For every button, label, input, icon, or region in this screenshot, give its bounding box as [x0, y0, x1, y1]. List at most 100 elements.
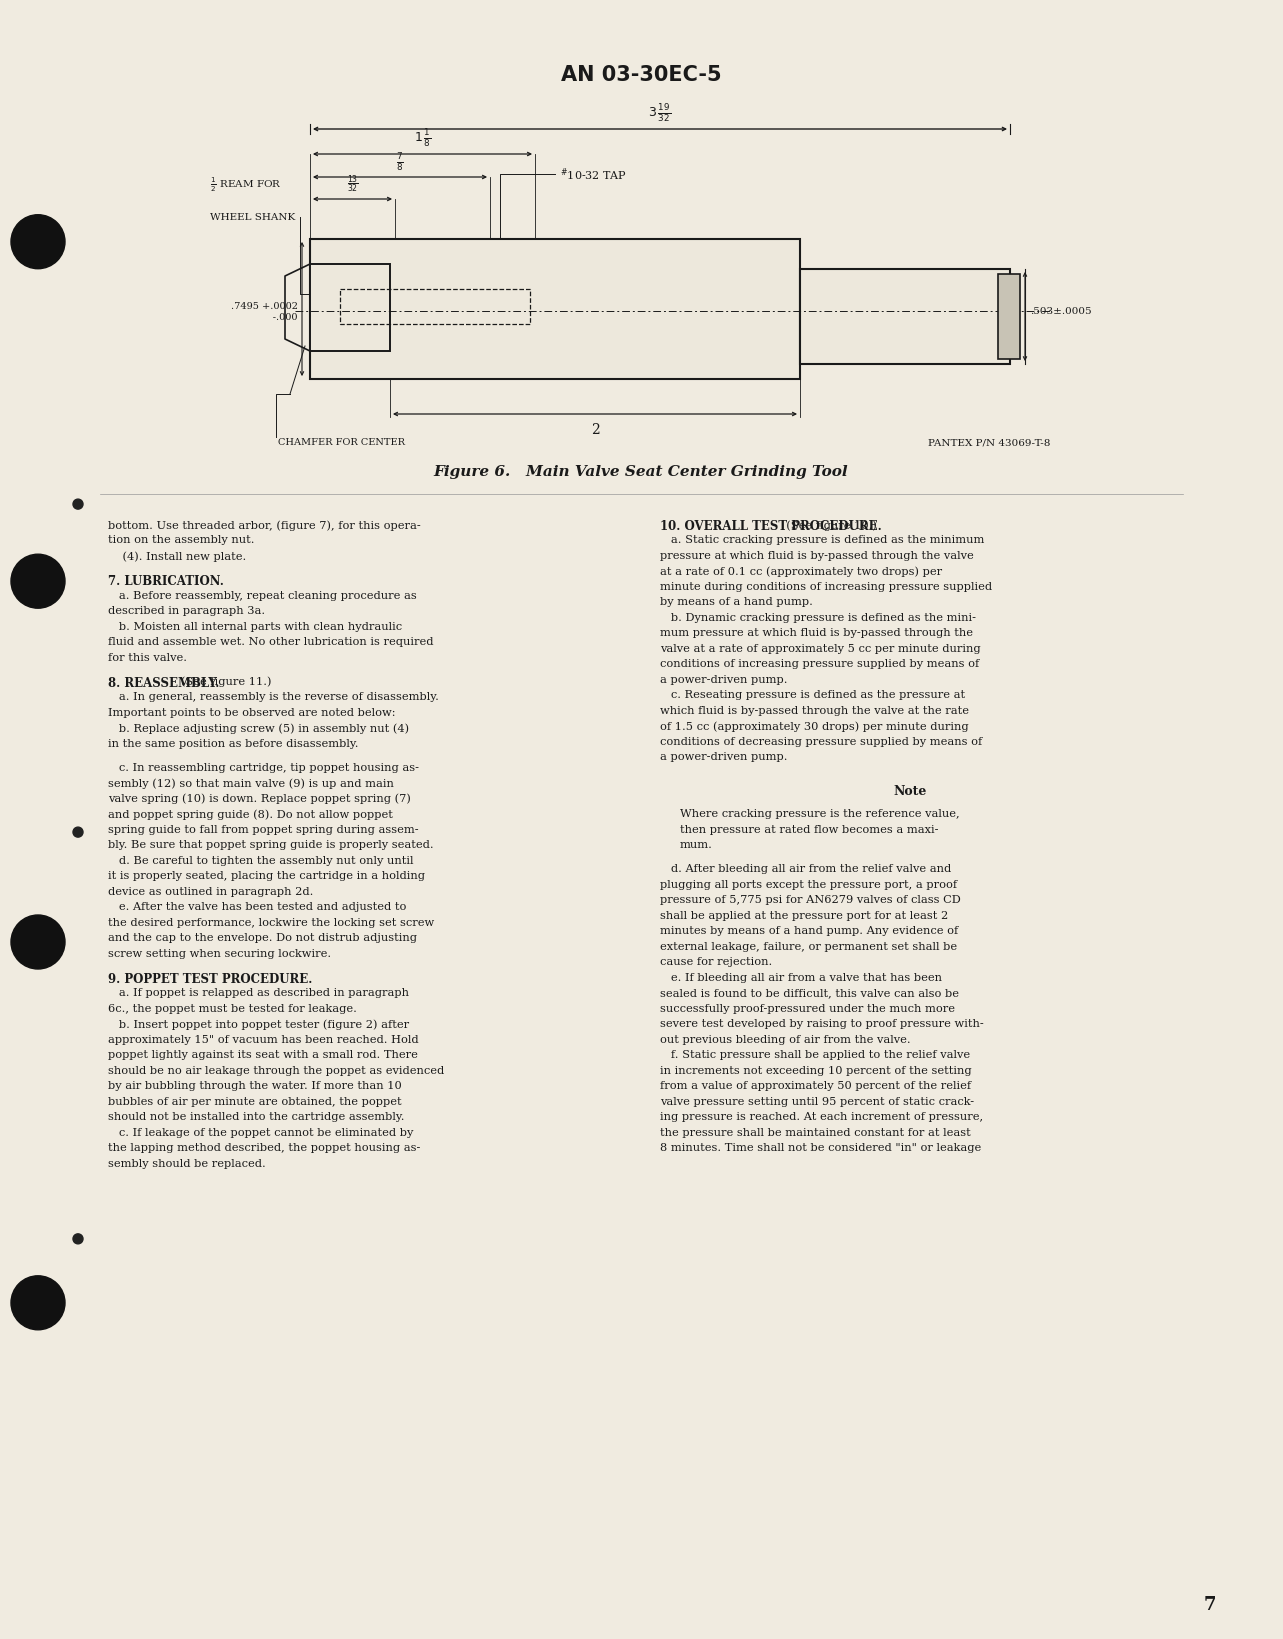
Text: PANTEX P/N 43069-T-8: PANTEX P/N 43069-T-8: [928, 438, 1049, 447]
Text: tion on the assembly nut.: tion on the assembly nut.: [108, 536, 254, 546]
Text: plugging all ports except the pressure port, a proof: plugging all ports except the pressure p…: [659, 879, 957, 888]
Text: (See figure 10.): (See figure 10.): [779, 520, 878, 531]
Text: the desired performance, lockwire the locking set screw: the desired performance, lockwire the lo…: [108, 916, 434, 928]
Text: at a rate of 0.1 cc (approximately two drops) per: at a rate of 0.1 cc (approximately two d…: [659, 565, 942, 577]
Text: a power-driven pump.: a power-driven pump.: [659, 675, 788, 685]
Text: fluid and assemble wet. No other lubrication is required: fluid and assemble wet. No other lubrica…: [108, 636, 434, 647]
Text: from a value of approximately 50 percent of the relief: from a value of approximately 50 percent…: [659, 1080, 971, 1090]
Text: external leakage, failure, or permanent set shall be: external leakage, failure, or permanent …: [659, 941, 957, 951]
Circle shape: [73, 828, 83, 838]
Text: a. In general, reassembly is the reverse of disassembly.: a. In general, reassembly is the reverse…: [108, 692, 439, 701]
Text: 8. REASSEMBLY.: 8. REASSEMBLY.: [108, 677, 219, 688]
Text: $1\,\frac{1}{8}$: $1\,\frac{1}{8}$: [413, 126, 431, 149]
Text: successfully proof-pressured under the much more: successfully proof-pressured under the m…: [659, 1003, 955, 1013]
Text: of 1.5 cc (approximately 30 drops) per minute during: of 1.5 cc (approximately 30 drops) per m…: [659, 721, 969, 731]
Text: Note: Note: [893, 785, 926, 798]
Text: minutes by means of a hand pump. Any evidence of: minutes by means of a hand pump. Any evi…: [659, 926, 958, 936]
Text: valve pressure setting until 95 percent of static crack-: valve pressure setting until 95 percent …: [659, 1096, 974, 1106]
Text: should not be installed into the cartridge assembly.: should not be installed into the cartrid…: [108, 1111, 404, 1121]
Text: by means of a hand pump.: by means of a hand pump.: [659, 597, 813, 606]
Text: b. Insert poppet into poppet tester (figure 2) after: b. Insert poppet into poppet tester (fig…: [108, 1018, 409, 1029]
Text: .437 +.0002
       -.000: .437 +.0002 -.000: [434, 298, 495, 318]
Text: sembly (12) so that main valve (9) is up and main: sembly (12) so that main valve (9) is up…: [108, 777, 394, 788]
Text: b. Replace adjusting screw (5) in assembly nut (4): b. Replace adjusting screw (5) in assemb…: [108, 723, 409, 733]
Text: d. Be careful to tighten the assembly nut only until: d. Be careful to tighten the assembly nu…: [108, 856, 413, 865]
Text: valve at a rate of approximately 5 cc per minute during: valve at a rate of approximately 5 cc pe…: [659, 644, 980, 654]
Text: $\frac{13}{32}$: $\frac{13}{32}$: [346, 174, 358, 195]
Text: and poppet spring guide (8). Do not allow poppet: and poppet spring guide (8). Do not allo…: [108, 808, 393, 820]
Text: c. Reseating pressure is defined as the pressure at: c. Reseating pressure is defined as the …: [659, 690, 965, 700]
Text: bottom. Use threaded arbor, (figure 7), for this opera-: bottom. Use threaded arbor, (figure 7), …: [108, 520, 421, 531]
Text: should be no air leakage through the poppet as evidenced: should be no air leakage through the pop…: [108, 1065, 444, 1075]
Text: CHAMFER FOR CENTER: CHAMFER FOR CENTER: [278, 438, 405, 447]
Text: a power-driven pump.: a power-driven pump.: [659, 752, 788, 762]
Text: 9. POPPET TEST PROCEDURE.: 9. POPPET TEST PROCEDURE.: [108, 972, 312, 985]
Text: out previous bleeding of air from the valve.: out previous bleeding of air from the va…: [659, 1034, 911, 1044]
Text: d. After bleeding all air from the relief valve and: d. After bleeding all air from the relie…: [659, 864, 951, 874]
Text: the pressure shall be maintained constant for at least: the pressure shall be maintained constan…: [659, 1128, 971, 1137]
Text: (4). Install new plate.: (4). Install new plate.: [108, 551, 246, 561]
Text: mum pressure at which fluid is by-passed through the: mum pressure at which fluid is by-passed…: [659, 628, 973, 638]
Text: the lapping method described, the poppet housing as-: the lapping method described, the poppet…: [108, 1142, 421, 1152]
Text: a. Before reassembly, repeat cleaning procedure as: a. Before reassembly, repeat cleaning pr…: [108, 590, 417, 600]
Text: in increments not exceeding 10 percent of the setting: in increments not exceeding 10 percent o…: [659, 1065, 971, 1075]
Circle shape: [12, 916, 65, 969]
Text: pressure at which fluid is by-passed through the valve: pressure at which fluid is by-passed thr…: [659, 551, 974, 561]
Text: for this valve.: for this valve.: [108, 652, 187, 662]
Circle shape: [12, 216, 65, 269]
Text: Figure 6.   Main Valve Seat Center Grinding Tool: Figure 6. Main Valve Seat Center Grindin…: [434, 465, 848, 479]
Bar: [310, 239, 801, 380]
Text: cause for rejection.: cause for rejection.: [659, 957, 772, 967]
Text: f. Static pressure shall be applied to the relief valve: f. Static pressure shall be applied to t…: [659, 1049, 970, 1059]
Text: 6c., the poppet must be tested for leakage.: 6c., the poppet must be tested for leaka…: [108, 1003, 357, 1013]
Text: minute during conditions of increasing pressure supplied: minute during conditions of increasing p…: [659, 582, 992, 592]
Text: screw setting when securing lockwire.: screw setting when securing lockwire.: [108, 947, 331, 957]
Text: 7. LUBRICATION.: 7. LUBRICATION.: [108, 575, 223, 588]
Circle shape: [12, 556, 65, 608]
Bar: [310, 266, 390, 352]
Text: b. Dynamic cracking pressure is defined as the mini-: b. Dynamic cracking pressure is defined …: [659, 613, 976, 623]
Text: ing pressure is reached. At each increment of pressure,: ing pressure is reached. At each increme…: [659, 1111, 983, 1121]
Text: 10. OVERALL TEST PROCEDURE.: 10. OVERALL TEST PROCEDURE.: [659, 520, 881, 533]
Text: $\frac{1}{2}$ REAM FOR: $\frac{1}{2}$ REAM FOR: [210, 175, 282, 193]
Text: device as outlined in paragraph 2d.: device as outlined in paragraph 2d.: [108, 887, 313, 897]
Text: shall be applied at the pressure port for at least 2: shall be applied at the pressure port fo…: [659, 910, 948, 919]
Circle shape: [73, 500, 83, 510]
Text: Important points to be observed are noted below:: Important points to be observed are note…: [108, 706, 395, 718]
Text: and the cap to the envelope. Do not distrub adjusting: and the cap to the envelope. Do not dist…: [108, 933, 417, 942]
Bar: [340, 290, 530, 325]
Text: mum.: mum.: [680, 839, 713, 849]
Text: WHEEL SHANK: WHEEL SHANK: [210, 213, 295, 223]
Circle shape: [73, 1234, 83, 1244]
Text: c. In reassembling cartridge, tip poppet housing as-: c. In reassembling cartridge, tip poppet…: [108, 762, 420, 772]
Text: 7: 7: [1203, 1595, 1216, 1613]
Bar: [801, 270, 1010, 365]
Text: valve spring (10) is down. Replace poppet spring (7): valve spring (10) is down. Replace poppe…: [108, 793, 411, 803]
Text: bubbles of air per minute are obtained, the poppet: bubbles of air per minute are obtained, …: [108, 1096, 402, 1106]
Text: conditions of decreasing pressure supplied by means of: conditions of decreasing pressure suppli…: [659, 736, 983, 746]
Text: sealed is found to be difficult, this valve can also be: sealed is found to be difficult, this va…: [659, 987, 958, 998]
Text: which fluid is by-passed through the valve at the rate: which fluid is by-passed through the val…: [659, 705, 969, 716]
Text: then pressure at rated flow becomes a maxi-: then pressure at rated flow becomes a ma…: [680, 824, 938, 834]
Text: .7495 +.0002
      -.000: .7495 +.0002 -.000: [231, 302, 298, 321]
Bar: [998, 275, 1020, 361]
Text: $^{\#}$10-32 TAP: $^{\#}$10-32 TAP: [559, 167, 627, 184]
Text: a. If poppet is relapped as described in paragraph: a. If poppet is relapped as described in…: [108, 987, 409, 998]
Text: conditions of increasing pressure supplied by means of: conditions of increasing pressure suppli…: [659, 659, 979, 669]
Text: e. After the valve has been tested and adjusted to: e. After the valve has been tested and a…: [108, 901, 407, 911]
Text: severe test developed by raising to proof pressure with-: severe test developed by raising to proo…: [659, 1018, 984, 1029]
Text: in the same position as before disassembly.: in the same position as before disassemb…: [108, 738, 358, 747]
Text: pressure of 5,775 psi for AN6279 valves of class CD: pressure of 5,775 psi for AN6279 valves …: [659, 895, 961, 905]
Text: Where cracking pressure is the reference value,: Where cracking pressure is the reference…: [680, 808, 960, 818]
Text: $3\,\frac{19}{32}$: $3\,\frac{19}{32}$: [648, 102, 671, 125]
Text: a. Static cracking pressure is defined as the minimum: a. Static cracking pressure is defined a…: [659, 536, 984, 546]
Text: c. If leakage of the poppet cannot be eliminated by: c. If leakage of the poppet cannot be el…: [108, 1128, 413, 1137]
Text: by air bubbling through the water. If more than 10: by air bubbling through the water. If mo…: [108, 1080, 402, 1090]
Text: $\frac{7}{8}$: $\frac{7}{8}$: [396, 151, 404, 172]
Text: sembly should be replaced.: sembly should be replaced.: [108, 1157, 266, 1169]
Text: bly. Be sure that poppet spring guide is properly seated.: bly. Be sure that poppet spring guide is…: [108, 839, 434, 849]
Text: .503±.0005: .503±.0005: [1030, 308, 1092, 316]
Text: 8 minutes. Time shall not be considered "in" or leakage: 8 minutes. Time shall not be considered …: [659, 1142, 981, 1152]
Text: approximately 15" of vacuum has been reached. Hold: approximately 15" of vacuum has been rea…: [108, 1034, 418, 1044]
Text: b. Moisten all internal parts with clean hydraulic: b. Moisten all internal parts with clean…: [108, 621, 402, 631]
